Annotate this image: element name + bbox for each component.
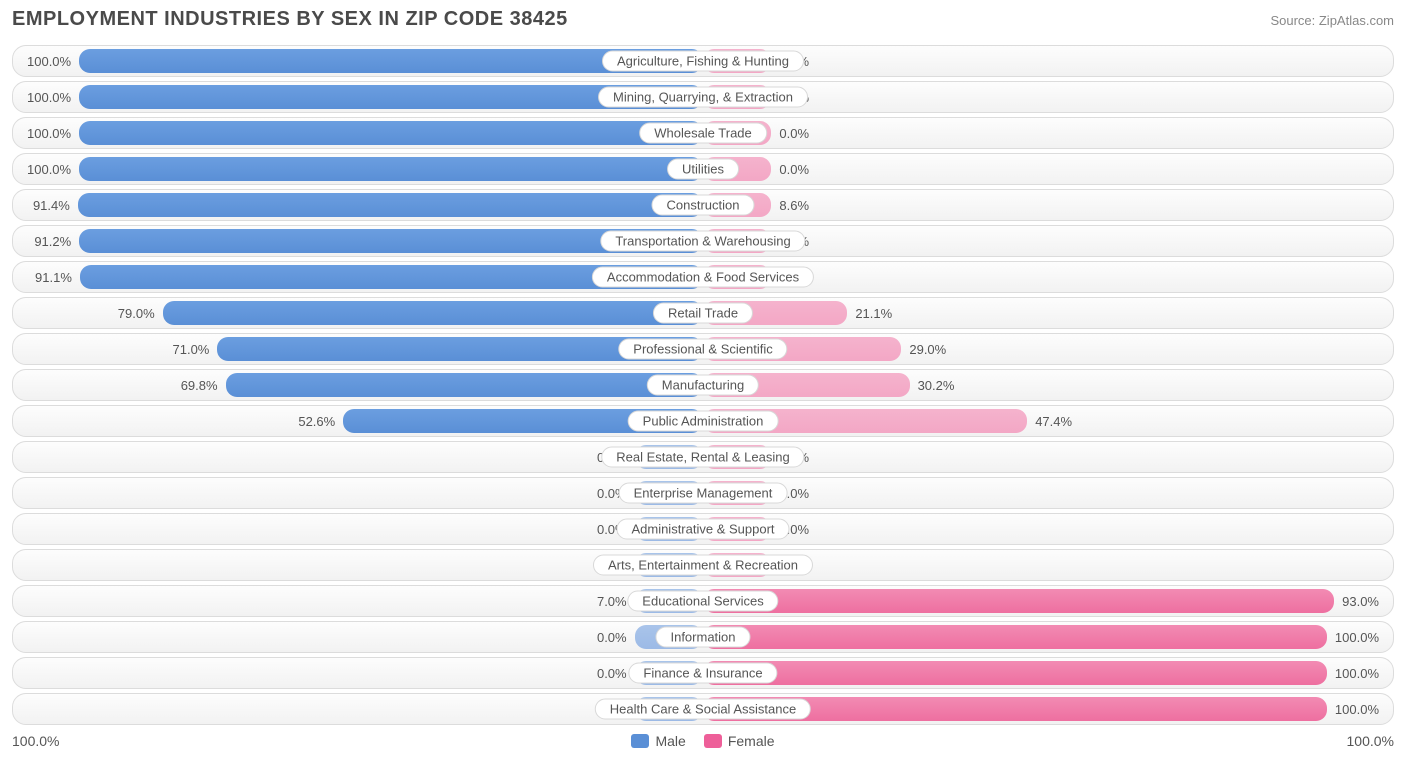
male-pct: 91.4% xyxy=(25,198,78,213)
chart-title: EMPLOYMENT INDUSTRIES BY SEX IN ZIP CODE… xyxy=(12,8,568,31)
male-pct: 100.0% xyxy=(19,126,79,141)
category-label: Mining, Quarrying, & Extraction xyxy=(598,87,808,108)
male-pct: 100.0% xyxy=(19,162,79,177)
category-label: Health Care & Social Assistance xyxy=(595,699,811,720)
chart-row: 0.0%0.0%Administrative & Support xyxy=(12,513,1394,545)
male-pct: 91.1% xyxy=(27,270,80,285)
category-label: Finance & Insurance xyxy=(628,663,777,684)
female-pct: 21.1% xyxy=(847,306,900,321)
chart-row: 52.6% 47.4% Public Administration xyxy=(12,405,1394,437)
female-pct: 29.0% xyxy=(901,342,954,357)
category-label: Enterprise Management xyxy=(619,483,788,504)
category-label: Utilities xyxy=(667,159,739,180)
category-label: Arts, Entertainment & Recreation xyxy=(593,555,813,576)
category-label: Accommodation & Food Services xyxy=(592,267,814,288)
female-pct: 0.0% xyxy=(771,126,817,141)
chart-row: 0.0%100.0%Health Care & Social Assistanc… xyxy=(12,693,1394,725)
category-label: Administrative & Support xyxy=(616,519,789,540)
chart-row: 100.0%0.0%Agriculture, Fishing & Hunting xyxy=(12,45,1394,77)
female-pct: 100.0% xyxy=(1327,630,1387,645)
female-pct: 30.2% xyxy=(910,378,963,393)
male-pct: 71.0% xyxy=(165,342,218,357)
male-bar xyxy=(78,193,703,217)
chart-row: 91.2%8.8%Transportation & Warehousing xyxy=(12,225,1394,257)
male-pct: 52.6% xyxy=(290,414,343,429)
chart-row: 0.0%100.0%Finance & Insurance xyxy=(12,657,1394,689)
category-label: Manufacturing xyxy=(647,375,759,396)
chart-row: 69.8% 30.2% Manufacturing xyxy=(12,369,1394,401)
male-pct: 0.0% xyxy=(589,630,635,645)
chart-row: 0.0%0.0%Real Estate, Rental & Leasing xyxy=(12,441,1394,473)
female-pct: 93.0% xyxy=(1334,594,1387,609)
category-label: Transportation & Warehousing xyxy=(600,231,805,252)
legend-female-label: Female xyxy=(728,733,775,749)
male-pct: 100.0% xyxy=(19,54,79,69)
female-bar xyxy=(703,625,1327,649)
female-pct: 8.6% xyxy=(771,198,817,213)
chart-row: 91.4% 8.6% Construction xyxy=(12,189,1394,221)
category-label: Public Administration xyxy=(628,411,779,432)
chart-row: 7.0%93.0%Educational Services xyxy=(12,585,1394,617)
chart-row: 100.0%0.0%Mining, Quarrying, & Extractio… xyxy=(12,81,1394,113)
male-pct: 91.2% xyxy=(26,234,79,249)
chart-row: 0.0% 100.0% Information xyxy=(12,621,1394,653)
source-label: Source: ZipAtlas.com xyxy=(1270,13,1394,28)
chart-row: 100.0% 0.0% Utilities xyxy=(12,153,1394,185)
female-pct: 0.0% xyxy=(771,162,817,177)
female-pct: 100.0% xyxy=(1327,702,1387,717)
male-pct: 69.8% xyxy=(173,378,226,393)
legend-male: Male xyxy=(631,733,685,749)
legend-male-label: Male xyxy=(655,733,685,749)
legend: Male Female xyxy=(631,733,774,749)
female-pct: 100.0% xyxy=(1327,666,1387,681)
chart-row: 0.0%0.0%Enterprise Management xyxy=(12,477,1394,509)
chart-row: 71.0% 29.0% Professional & Scientific xyxy=(12,333,1394,365)
swatch-male xyxy=(631,734,649,748)
category-label: Agriculture, Fishing & Hunting xyxy=(602,51,804,72)
swatch-female xyxy=(704,734,722,748)
category-label: Professional & Scientific xyxy=(618,339,787,360)
male-bar xyxy=(79,121,703,145)
category-label: Educational Services xyxy=(627,591,778,612)
chart-row: 79.0% 21.1% Retail Trade xyxy=(12,297,1394,329)
male-bar xyxy=(226,373,703,397)
category-label: Retail Trade xyxy=(653,303,753,324)
chart-row: 91.1%8.9%Accommodation & Food Services xyxy=(12,261,1394,293)
chart-row: 0.0%0.0%Arts, Entertainment & Recreation xyxy=(12,549,1394,581)
male-pct: 79.0% xyxy=(110,306,163,321)
male-pct: 100.0% xyxy=(19,90,79,105)
female-bar xyxy=(703,661,1327,685)
category-label: Information xyxy=(655,627,750,648)
male-bar xyxy=(79,157,703,181)
female-bar xyxy=(703,589,1334,613)
female-pct: 47.4% xyxy=(1027,414,1080,429)
axis-right-100: 100.0% xyxy=(1347,733,1394,749)
male-bar xyxy=(163,301,703,325)
category-label: Real Estate, Rental & Leasing xyxy=(601,447,804,468)
legend-female: Female xyxy=(704,733,775,749)
axis-left-100: 100.0% xyxy=(12,733,59,749)
category-label: Wholesale Trade xyxy=(639,123,767,144)
diverging-bar-chart: 100.0%0.0%Agriculture, Fishing & Hunting… xyxy=(12,45,1394,725)
chart-row: 100.0% 0.0% Wholesale Trade xyxy=(12,117,1394,149)
category-label: Construction xyxy=(652,195,755,216)
